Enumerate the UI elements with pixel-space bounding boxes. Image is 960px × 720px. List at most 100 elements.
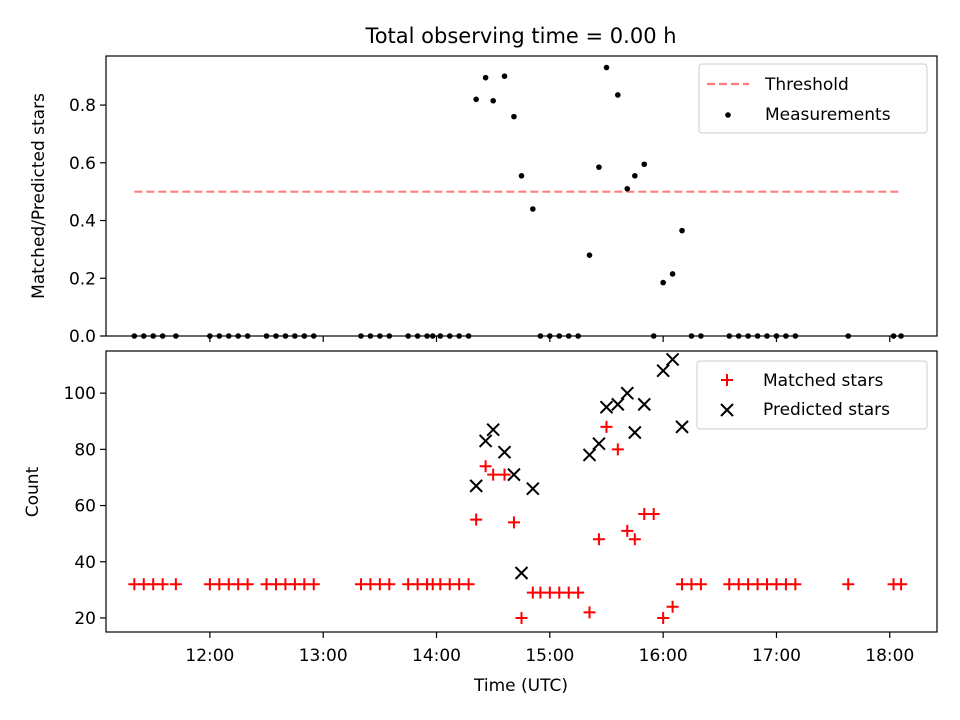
legend-measurements-label: Measurements bbox=[765, 105, 891, 125]
top-legend: Threshold Measurements bbox=[698, 63, 928, 134]
legend-predicted-swatch bbox=[720, 403, 734, 417]
chart-title: Total observing time = 0.00 h bbox=[364, 24, 676, 48]
x-tick-label: 16:00 bbox=[639, 646, 688, 666]
bottom-plot-marks bbox=[128, 352, 908, 624]
matched-stars-point bbox=[515, 611, 528, 624]
bottom-legend: Matched stars Predicted stars bbox=[696, 360, 928, 430]
y-tick-label: 0.6 bbox=[69, 154, 96, 174]
measurement-point bbox=[632, 172, 638, 179]
x-tick-label: 14:00 bbox=[412, 646, 461, 666]
legend-threshold-label: Threshold bbox=[764, 75, 849, 95]
measurement-point bbox=[624, 185, 631, 192]
predicted-stars-point bbox=[478, 434, 493, 448]
measurement-point bbox=[473, 96, 479, 103]
y-tick-label: 0.4 bbox=[69, 212, 96, 232]
matched-stars-point bbox=[600, 420, 613, 433]
predicted-stars-point bbox=[656, 363, 670, 378]
predicted-stars-point bbox=[592, 437, 606, 451]
legend-frame bbox=[698, 63, 928, 134]
top-y-axis-label: Matched/Predicted stars bbox=[29, 93, 49, 299]
y-tick-label: 0.8 bbox=[69, 96, 96, 116]
measurement-point bbox=[511, 113, 517, 120]
measurement-point bbox=[660, 279, 666, 286]
y-tick-label: 20 bbox=[74, 609, 96, 629]
matched-stars-point bbox=[621, 524, 634, 537]
x-tick-label: 17:00 bbox=[752, 646, 801, 666]
matched-stars-point bbox=[470, 513, 483, 526]
measurement-point bbox=[518, 172, 525, 179]
matched-stars-point bbox=[842, 578, 855, 591]
top-x-axis bbox=[209, 336, 891, 342]
y-tick-label: 80 bbox=[74, 440, 96, 460]
measurement-point bbox=[615, 92, 621, 98]
matched-stars-point bbox=[789, 578, 802, 591]
x-tick-label: 12:00 bbox=[185, 646, 234, 666]
matched-stars-point bbox=[507, 516, 520, 529]
matched-stars-point bbox=[307, 578, 320, 591]
matched-stars-point bbox=[487, 468, 500, 481]
bottom-y-axis-label: Count bbox=[23, 466, 43, 517]
predicted-stars-point bbox=[620, 386, 634, 400]
matched-stars-point bbox=[657, 611, 670, 624]
matched-stars-point bbox=[572, 586, 585, 599]
measurement-point bbox=[669, 271, 676, 277]
predicted-stars-point bbox=[665, 352, 680, 367]
predicted-stars-point bbox=[514, 566, 529, 580]
measurement-point bbox=[596, 164, 602, 170]
predicted-stars-point bbox=[486, 422, 500, 437]
matched-stars-point bbox=[895, 578, 908, 591]
x-axis-label: Time (UTC) bbox=[473, 676, 568, 696]
y-tick-label: 40 bbox=[74, 553, 96, 573]
bottom-plot: 20 40 60 80 100 12:00 13:00 14:00 15:00 16:00 17:… bbox=[23, 350, 938, 696]
matched-stars-point bbox=[498, 468, 511, 481]
bottom-plot-frame bbox=[105, 350, 938, 633]
matched-stars-point bbox=[156, 578, 169, 591]
top-plot-marks bbox=[131, 64, 904, 339]
predicted-stars-point bbox=[628, 425, 642, 440]
matched-stars-point bbox=[666, 600, 679, 613]
matched-stars-point bbox=[462, 578, 475, 591]
top-y-axis: 0.0 0.2 0.4 0.6 0.8 bbox=[69, 96, 106, 347]
predicted-stars-point bbox=[526, 481, 540, 496]
predicted-stars-point bbox=[599, 400, 614, 414]
predicted-stars-point bbox=[675, 420, 689, 434]
measurement-point bbox=[530, 206, 536, 212]
y-tick-label: 60 bbox=[74, 497, 96, 517]
y-tick-label: 0.2 bbox=[69, 269, 96, 289]
bottom-x-axis: 12:00 13:00 14:00 15:00 16:00 17:00 18:00 bbox=[185, 632, 914, 666]
predicted-stars-point bbox=[507, 467, 521, 482]
predicted-stars-point bbox=[637, 397, 651, 412]
bottom-y-axis: 20 40 60 80 100 bbox=[64, 384, 106, 629]
measurement-point bbox=[603, 64, 610, 71]
matched-stars-point bbox=[694, 578, 707, 591]
matched-stars-point bbox=[583, 606, 596, 619]
matched-stars-point bbox=[647, 507, 660, 520]
measurement-point bbox=[482, 74, 489, 81]
matched-stars-point bbox=[479, 460, 492, 473]
matched-stars-point bbox=[592, 533, 605, 546]
legend-frame bbox=[696, 360, 928, 430]
measurement-point bbox=[641, 161, 648, 168]
x-tick-label: 18:00 bbox=[865, 646, 914, 666]
predicted-stars-point bbox=[469, 479, 483, 493]
predicted-stars-point bbox=[582, 448, 597, 462]
matched-stars-point bbox=[383, 578, 396, 591]
legend-predicted-label: Predicted stars bbox=[763, 400, 890, 420]
legend-matched-label: Matched stars bbox=[763, 371, 883, 391]
matched-stars-point bbox=[628, 533, 641, 546]
matched-stars-point bbox=[169, 578, 182, 591]
matched-stars-point bbox=[611, 443, 624, 456]
predicted-stars-point bbox=[497, 445, 512, 459]
x-tick-label: 13:00 bbox=[299, 646, 348, 666]
y-tick-label: 0.0 bbox=[69, 327, 96, 347]
x-tick-label: 15:00 bbox=[525, 646, 574, 666]
y-tick-label: 100 bbox=[64, 384, 96, 404]
predicted-stars-point bbox=[611, 397, 625, 412]
legend-matched-swatch bbox=[721, 374, 733, 386]
top-plot: Total observing time = 0.00 h 0.00.20.40… bbox=[29, 24, 938, 347]
top-plot-frame bbox=[105, 55, 938, 337]
measurement-point bbox=[490, 97, 496, 104]
measurement-point bbox=[679, 227, 685, 234]
matched-stars-point bbox=[241, 578, 254, 591]
